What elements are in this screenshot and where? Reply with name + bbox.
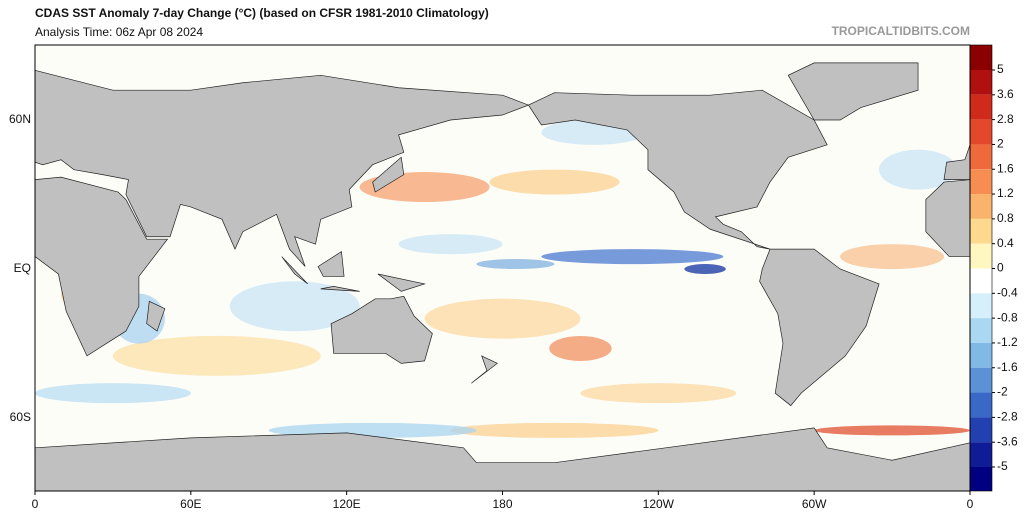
colorbar-swatch [970,169,992,195]
landmass [787,62,919,121]
colorbar-swatch [970,70,992,95]
landmass [527,89,828,250]
anomaly-blob [398,234,503,255]
anomaly-blob [814,425,971,436]
colorbar-label: 2 [997,137,1004,151]
colorbar-label: -2.8 [997,410,1018,424]
landmass [34,176,169,357]
colorbar-swatch [970,194,992,219]
lon-label: 0 [32,497,39,511]
anomaly-blob [450,422,659,438]
colorbar-swatch [970,268,992,294]
anomaly-blob [580,383,737,404]
lon-label: 0 [967,497,974,511]
colorbar-label: 5 [997,62,1004,76]
colorbar-swatch [970,243,992,269]
colorbar-label: 0.4 [997,236,1014,250]
colorbar-label: 0.8 [997,211,1014,225]
colorbar-label: -3.6 [997,434,1018,448]
lon-label: 120W [643,497,675,511]
watermark: TROPICALTIDBITS.COM [832,24,970,38]
colorbar-label: 1.6 [997,161,1014,175]
anomaly-blob [476,259,555,270]
anomaly-blob [112,335,321,376]
landmass [759,248,880,407]
lat-label: 60N [9,112,31,126]
colorbar-label: 3.6 [997,87,1014,101]
colorbar-swatch [970,218,992,244]
land [34,62,971,492]
colorbar: 5 3.6 2.8 2 1.6 1.2 0.8 0.4 0 -0.4 -0.8 -1.2 -1.6 -2 -… [969,44,1018,492]
colorbar-label: 1.2 [997,186,1014,200]
anomaly-field [34,119,971,438]
colorbar-swatch [970,293,992,319]
landmass [372,156,405,193]
anomaly-blob [549,335,612,361]
lon-label: 180 [492,497,512,511]
colorbar-label: -0.4 [997,285,1018,299]
lat-label: EQ [14,261,31,275]
anomaly-blob [34,383,191,404]
colorbar-label: -5 [997,459,1008,473]
anomaly-blob [684,264,726,274]
landmass [377,273,426,292]
colorbar-label: -0.8 [997,310,1018,324]
colorbar-swatch [970,318,992,343]
landmass [317,251,345,277]
colorbar-swatch [970,442,992,467]
landmass [943,144,971,180]
colorbar-label: -2 [997,385,1008,399]
colorbar-swatch [970,417,992,443]
landmass [330,295,433,364]
colorbar-label: 0 [997,261,1004,275]
anomaly-blob [489,169,620,195]
lat-label: 60S [10,410,31,424]
lon-label: 60W [802,497,827,511]
anomaly-blob [840,244,945,270]
colorbar-label: -1.2 [997,335,1018,349]
landmass [34,69,530,267]
colorbar-label: -1.6 [997,360,1018,374]
lon-label: 60E [180,497,201,511]
subtitle: Analysis Time: 06z Apr 08 2024 [35,25,203,39]
anomaly-blob [424,298,581,339]
lon-label: 120E [333,497,361,511]
colorbar-swatch [970,144,992,170]
colorbar-swatch [970,467,992,491]
colorbar-swatch [970,392,992,418]
colorbar-swatch [970,94,992,120]
colorbar-swatch [970,119,992,145]
anomaly-blob [879,149,958,190]
landmass [146,300,166,332]
colorbar-swatch [970,45,992,70]
landmass [320,286,360,292]
colorbar-swatch [970,342,992,368]
colorbar-label: 2.8 [997,112,1014,126]
title: CDAS SST Anomaly 7-day Change (°C) (base… [35,6,489,20]
anomaly-blob [229,281,360,332]
anomaly-blob [541,249,724,265]
landmass [471,355,498,384]
colorbar-swatch [970,367,992,393]
landmass [281,256,308,285]
